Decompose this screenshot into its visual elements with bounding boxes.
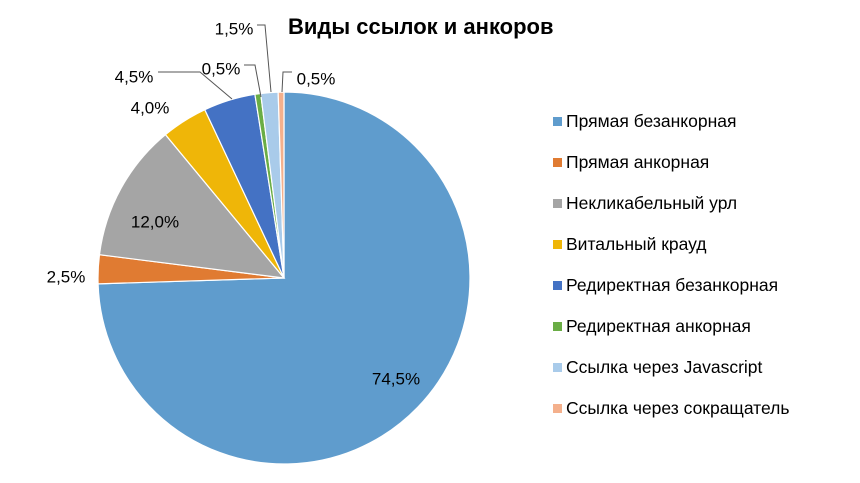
legend-label-2: Прямая анкорная <box>566 152 710 172</box>
legend-swatch-1 <box>553 117 562 126</box>
legend-swatch-3 <box>553 199 562 208</box>
legend-label-6: Редиректная анкорная <box>566 316 751 336</box>
legend-swatch-6 <box>553 322 562 331</box>
legend-swatch-4 <box>553 240 562 249</box>
legend-swatch-2 <box>553 158 562 167</box>
legend-label-1: Прямая безанкорная <box>566 111 737 131</box>
legend-label-7: Ссылка через Javascript <box>566 357 763 377</box>
legend-label-3: Некликабельный урл <box>566 193 738 213</box>
leader-lines <box>158 24 292 100</box>
leader-line-6 <box>244 64 262 98</box>
data-label-3: 12,0% <box>131 212 179 231</box>
leader-line-7 <box>257 24 272 93</box>
legend-label-5: Редиректная безанкорная <box>566 275 779 295</box>
pie-slice-8 <box>277 91 285 279</box>
data-label-5: 4,5% <box>115 67 154 86</box>
pie-slices <box>97 91 471 465</box>
data-labels: 74,5% 2,5% 12,0% 4,0% 4,5% 0,5% 1,5% 0,5% <box>47 19 420 388</box>
leader-line-8 <box>281 71 292 93</box>
chart-title: Виды ссылок и анкоров <box>288 14 554 39</box>
data-label-6: 0,5% <box>202 59 241 78</box>
data-label-4: 4,0% <box>131 98 170 117</box>
data-label-7: 1,5% <box>215 19 254 38</box>
legend-swatch-5 <box>553 281 562 290</box>
legend-swatch-7 <box>553 363 562 372</box>
data-label-2: 2,5% <box>47 267 86 286</box>
data-label-8: 0,5% <box>297 69 336 88</box>
leader-line-5 <box>158 71 233 100</box>
data-label-1: 74,5% <box>372 369 420 388</box>
legend-label-4: Витальный крауд <box>566 234 707 254</box>
legend-label-8: Ссылка через сокращатель <box>566 398 790 418</box>
pie-slice-3 <box>98 133 286 279</box>
legend-swatch-8 <box>553 404 562 413</box>
